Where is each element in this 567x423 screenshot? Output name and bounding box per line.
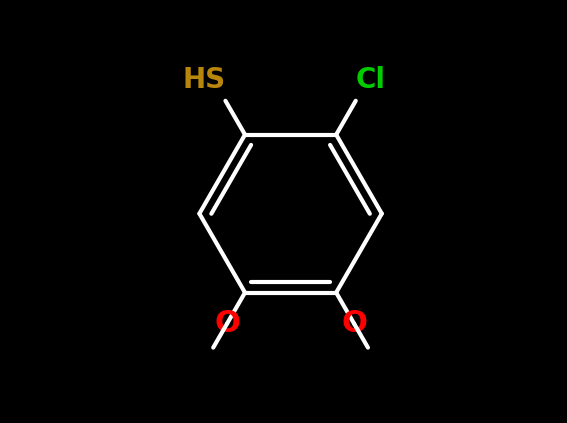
Text: HS: HS — [183, 66, 226, 94]
Text: Cl: Cl — [356, 66, 386, 94]
Text: O: O — [214, 309, 240, 338]
Text: O: O — [341, 309, 367, 338]
